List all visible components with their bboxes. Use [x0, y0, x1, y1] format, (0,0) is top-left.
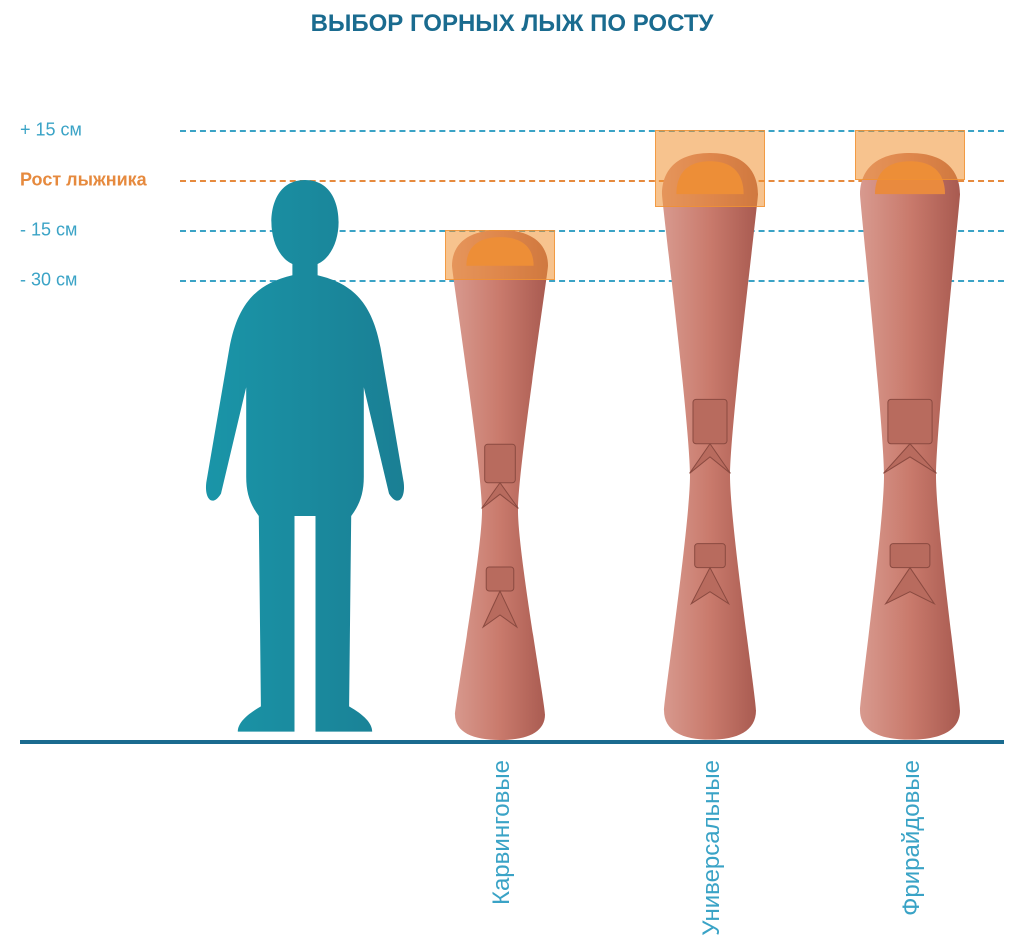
- reference-label: + 15 см: [20, 120, 82, 141]
- person-silhouette: [200, 180, 410, 740]
- ski-type-label: Универсальные: [698, 760, 726, 936]
- reference-label: - 30 см: [20, 269, 77, 290]
- ski: [658, 153, 762, 740]
- ski-type-label: Карвинговые: [488, 760, 516, 905]
- ground-line: [20, 740, 1004, 744]
- ski-type-label: Фрирайдовые: [898, 760, 926, 916]
- chart-area: + 15 смРост лыжника- 15 см- 30 см Карвин…: [0, 50, 1024, 750]
- ski-range-highlight: [445, 230, 555, 280]
- ski-range-highlight: [855, 130, 965, 180]
- ski-range-highlight: [655, 130, 765, 207]
- ski: [448, 230, 552, 740]
- reference-label: Рост лыжника: [20, 170, 147, 191]
- ski: [856, 153, 964, 740]
- reference-label: - 15 см: [20, 219, 77, 240]
- page-title: ВЫБОР ГОРНЫХ ЛЫЖ ПО РОСТУ: [0, 10, 1024, 38]
